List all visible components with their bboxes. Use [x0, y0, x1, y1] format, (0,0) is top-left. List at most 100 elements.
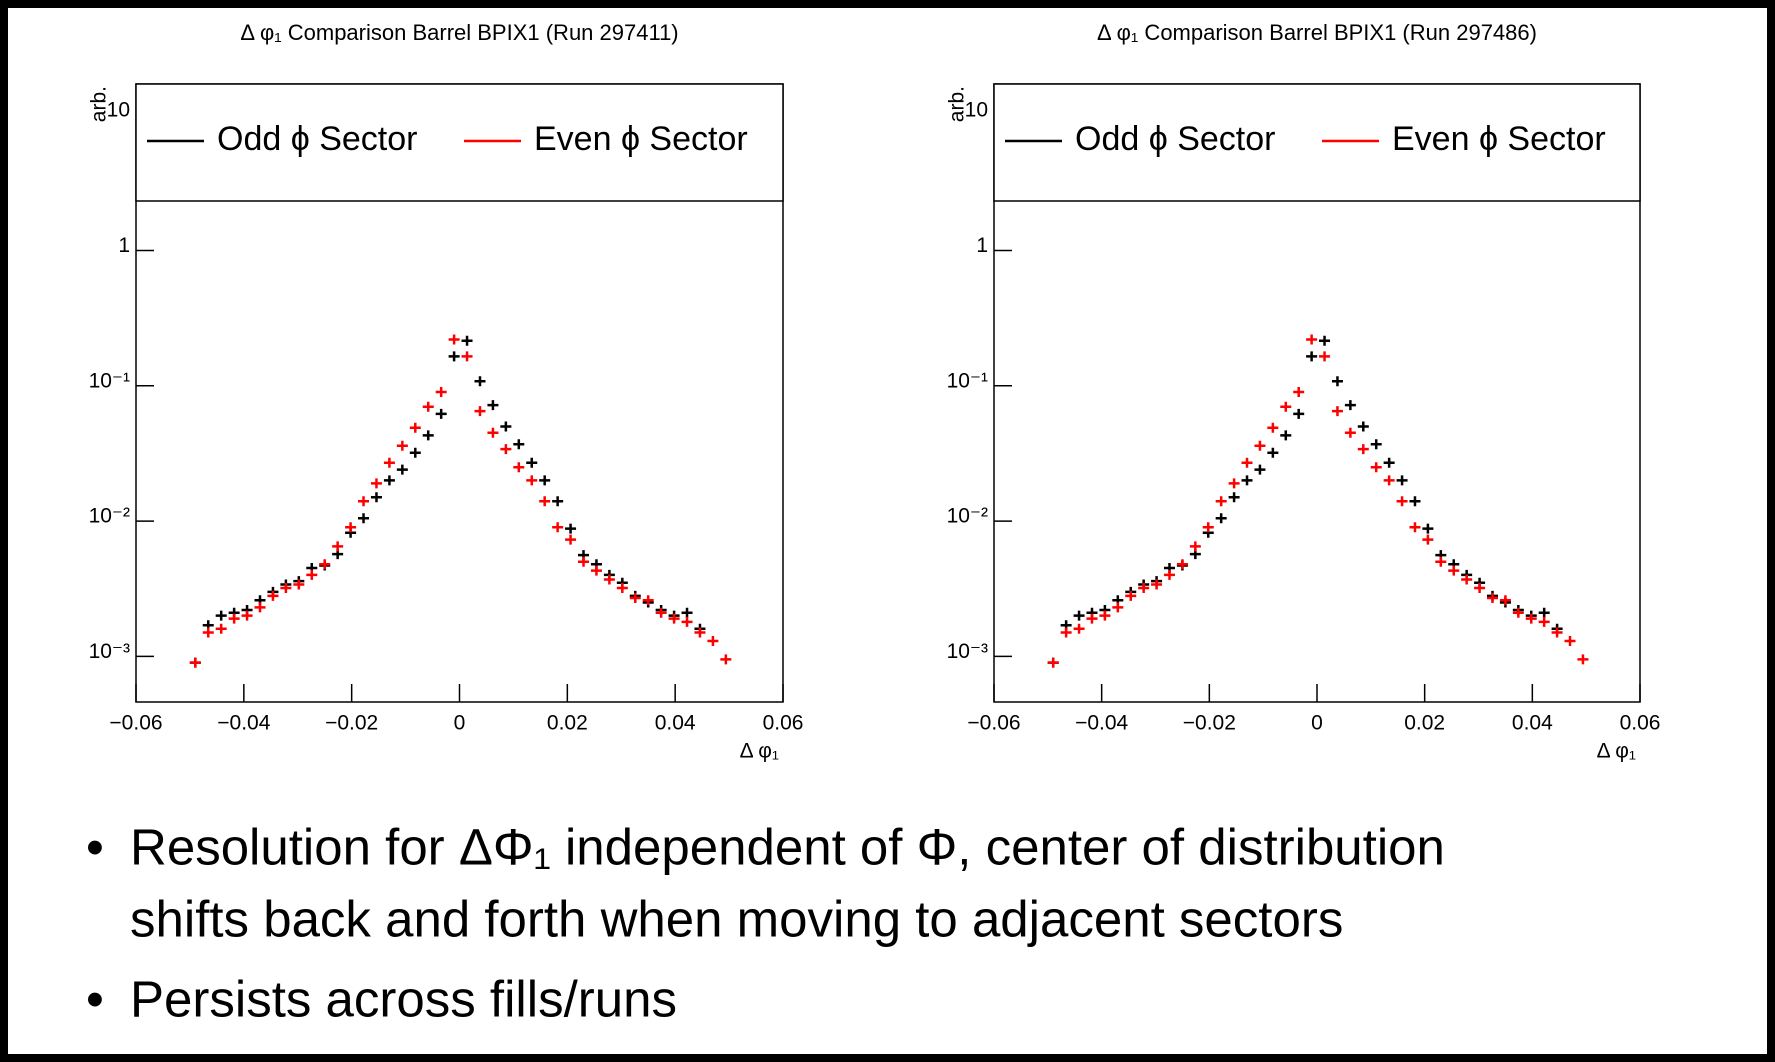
y-tick-label: 10⁻²	[947, 505, 988, 528]
data-point	[1319, 351, 1331, 362]
y-tick-label: 10	[965, 99, 988, 122]
data-point	[1448, 565, 1460, 576]
data-point	[1099, 610, 1111, 621]
data-point	[1422, 523, 1434, 534]
data-point	[1319, 335, 1331, 346]
data-point	[565, 534, 577, 545]
data-point	[1383, 475, 1395, 486]
data-point	[189, 657, 201, 668]
data-point	[513, 462, 525, 473]
data-point	[526, 475, 538, 486]
x-tick-label: −0.02	[1183, 712, 1236, 735]
data-point	[720, 654, 732, 665]
x-tick-label: 0.06	[763, 712, 804, 735]
x-axis-label: Δ φ₁	[740, 740, 779, 763]
y-tick-label: 10⁻¹	[89, 369, 130, 392]
x-tick-label: 0	[1311, 712, 1323, 735]
data-point	[1487, 593, 1498, 604]
data-point	[1060, 627, 1072, 638]
data-point	[396, 440, 408, 451]
data-point	[202, 627, 214, 638]
data-point	[1254, 440, 1266, 451]
data-point	[1280, 401, 1292, 412]
data-point	[1344, 400, 1356, 411]
data-point	[1176, 559, 1188, 570]
data-point	[1409, 496, 1421, 507]
data-point	[1512, 607, 1524, 618]
y-axis-label: arb.	[88, 86, 111, 122]
data-point	[435, 386, 447, 397]
data-point	[487, 400, 499, 411]
chart-title: Δ φ₁ Comparison Barrel BPIX1 (Run 297411…	[240, 20, 678, 45]
data-point	[409, 447, 421, 458]
legend-label: Even ϕ Sector	[534, 120, 748, 158]
data-point	[461, 335, 473, 346]
data-point	[1422, 534, 1434, 545]
data-point	[215, 623, 227, 634]
data-point	[1189, 541, 1201, 552]
bullet-dot: •	[86, 970, 104, 1027]
data-point	[1151, 579, 1163, 590]
data-point	[293, 579, 305, 590]
data-point	[668, 613, 680, 624]
data-point	[1331, 406, 1343, 417]
data-point	[1331, 376, 1343, 387]
data-point	[1357, 444, 1369, 455]
legend-label: Even ϕ Sector	[1392, 120, 1606, 158]
data-point	[655, 607, 667, 618]
data-point	[500, 444, 512, 455]
data-point	[539, 475, 551, 486]
data-point	[526, 457, 538, 468]
data-point	[396, 464, 408, 475]
data-point	[1306, 351, 1318, 362]
data-point	[1577, 654, 1589, 665]
data-point	[1073, 623, 1085, 634]
y-tick-label: 10⁻²	[89, 505, 130, 528]
x-tick-label: −0.06	[967, 712, 1020, 735]
data-point	[215, 610, 227, 621]
data-point	[422, 401, 434, 412]
data-point	[1306, 334, 1318, 345]
data-point	[1241, 457, 1253, 468]
x-tick-label: 0.02	[1404, 712, 1445, 735]
data-point	[1112, 602, 1124, 613]
data-point	[1047, 657, 1059, 668]
data-point	[694, 627, 706, 638]
x-axis-label: Δ φ₁	[1597, 740, 1636, 763]
data-point	[578, 556, 590, 567]
y-axis-label: arb.	[946, 86, 969, 122]
data-point	[1215, 496, 1227, 507]
data-point	[1474, 583, 1486, 594]
data-point	[1086, 613, 1098, 624]
data-point	[1293, 386, 1305, 397]
data-point	[629, 593, 641, 604]
data-point	[1409, 522, 1421, 533]
data-point	[280, 583, 292, 594]
data-point	[461, 351, 473, 362]
x-tick-label: −0.04	[1075, 712, 1128, 735]
x-tick-label: 0.02	[547, 712, 588, 735]
data-point	[370, 478, 382, 489]
data-point	[487, 427, 499, 438]
y-tick-label: 10⁻³	[89, 640, 130, 663]
x-tick-label: 0	[454, 712, 466, 735]
data-point	[1202, 522, 1214, 533]
data-point	[370, 492, 382, 503]
data-point	[1525, 613, 1537, 624]
data-point	[319, 559, 331, 570]
data-point	[539, 496, 551, 507]
x-tick-label: −0.06	[109, 712, 162, 735]
data-point	[1370, 439, 1382, 450]
data-point	[383, 457, 395, 468]
data-point	[306, 569, 318, 580]
chart-title: Δ φ₁ Comparison Barrel BPIX1 (Run 297486…	[1097, 20, 1537, 45]
data-point	[513, 439, 525, 450]
bullet-text: Persists across fills/runs	[130, 970, 677, 1027]
data-point	[448, 334, 460, 345]
data-point	[1125, 590, 1137, 601]
data-point	[1564, 635, 1576, 646]
data-point	[345, 522, 357, 533]
data-point	[707, 635, 719, 646]
